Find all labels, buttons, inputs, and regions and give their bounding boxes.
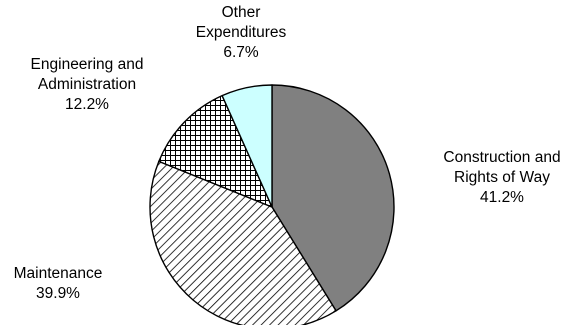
slice-label-construction: Construction and Rights of Way 41.2% [443,149,561,206]
pie-slice-other [221,84,273,208]
slice-label-maintenance: Maintenance 39.9% [13,265,103,302]
pie-slice-construction [271,84,395,312]
pie-slice-maintenance [149,160,337,325]
slice-label-other: Other Expenditures 6.7% [195,4,287,61]
slice-label-engineering: Engineering and Administration 12.2% [30,56,144,113]
pie-slice-engineering [158,94,273,208]
